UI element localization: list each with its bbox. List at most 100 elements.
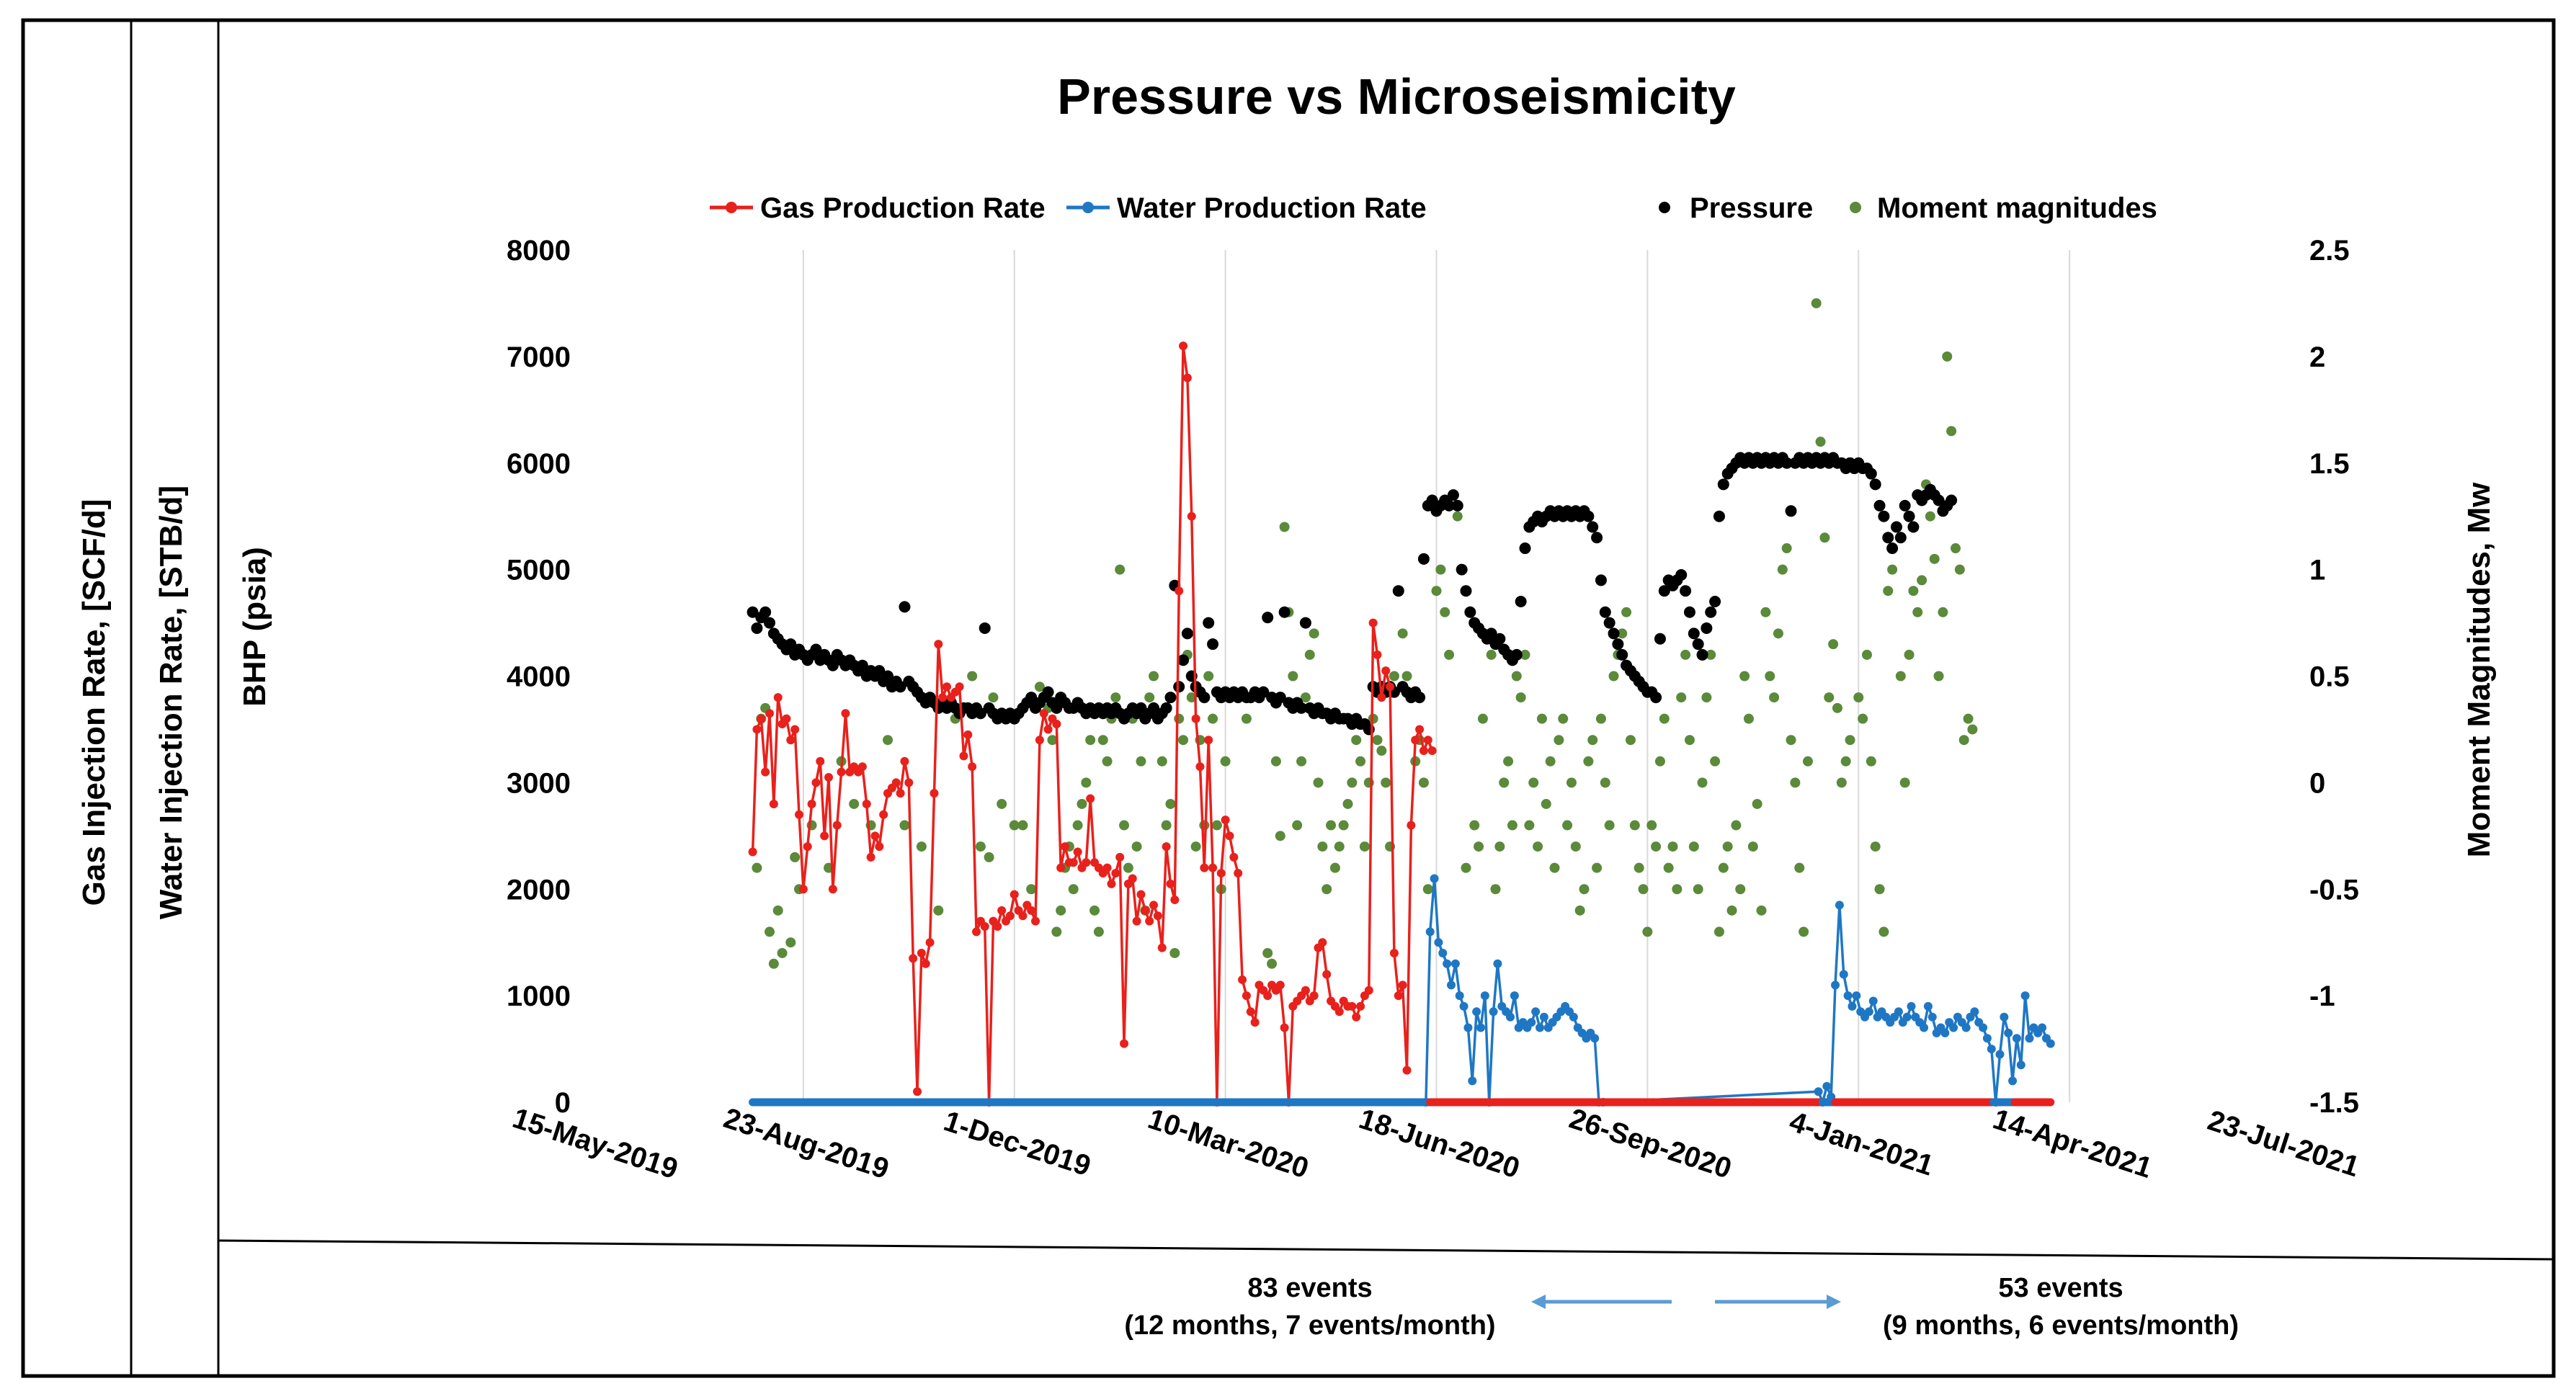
gas-rate-point bbox=[1031, 916, 1040, 926]
pressure-point bbox=[1392, 585, 1404, 597]
moment-point bbox=[1933, 671, 1944, 682]
moment-point bbox=[1317, 841, 1328, 852]
pressure-point bbox=[1595, 574, 1607, 586]
gas-rate-point bbox=[1107, 879, 1116, 888]
water-rate-point bbox=[1443, 959, 1452, 968]
moment-point bbox=[1638, 884, 1649, 895]
moment-point bbox=[1646, 820, 1657, 831]
water-rate-point bbox=[1907, 1001, 1916, 1011]
moment-point bbox=[1334, 841, 1345, 852]
gas-rate-point bbox=[1149, 901, 1159, 910]
gas-rate-point bbox=[1419, 746, 1428, 756]
moment-point bbox=[1697, 777, 1708, 788]
moment-point bbox=[1579, 884, 1590, 895]
pressure-point bbox=[1591, 532, 1603, 544]
moment-point bbox=[1904, 649, 1915, 660]
gas-rate-point bbox=[1191, 714, 1200, 723]
moment-point bbox=[1693, 884, 1703, 895]
gas-rate-point bbox=[1411, 736, 1420, 745]
legend-pressure: Pressure bbox=[1659, 192, 1813, 224]
pressure-point bbox=[826, 659, 839, 671]
legend-pressure-marker bbox=[1659, 202, 1670, 213]
moment-point bbox=[1452, 511, 1463, 522]
moment-point bbox=[1558, 713, 1569, 724]
moment-point bbox=[1929, 553, 1940, 564]
gas-rate-point bbox=[1352, 1012, 1361, 1022]
moment-point bbox=[1595, 713, 1606, 724]
gas-rate-point bbox=[1069, 858, 1078, 867]
pressure-point bbox=[1899, 499, 1911, 511]
gas-rate-point bbox=[1136, 890, 1146, 899]
water-rate-point bbox=[1536, 1023, 1545, 1032]
pressure-point bbox=[1612, 638, 1624, 651]
water-rate-point bbox=[1468, 1076, 1477, 1086]
gas-rate-point bbox=[1073, 847, 1082, 857]
pressure-point bbox=[1658, 585, 1670, 597]
moment-point bbox=[1895, 671, 1906, 682]
moment-point bbox=[899, 820, 910, 831]
legend-pressure-label: Pressure bbox=[1690, 192, 1813, 224]
moment-point bbox=[1574, 905, 1585, 916]
gas-rate-point bbox=[972, 927, 981, 937]
pressure-point bbox=[1456, 563, 1468, 576]
moment-point bbox=[1431, 586, 1442, 597]
moment-point bbox=[1494, 841, 1505, 852]
moment-point bbox=[1169, 947, 1180, 958]
gas-rate-point bbox=[1153, 911, 1162, 921]
pressure-point bbox=[1933, 494, 1945, 506]
gas-rate-point bbox=[841, 709, 850, 718]
water-rate-point bbox=[1459, 1001, 1469, 1011]
gas-rate-point bbox=[798, 885, 808, 894]
gas-rate-point bbox=[925, 938, 935, 947]
moment-point bbox=[1304, 649, 1315, 660]
left-tick-label: 6000 bbox=[507, 448, 571, 480]
right-tick-label: 0 bbox=[2309, 767, 2325, 799]
moment-point bbox=[988, 692, 999, 703]
water-rate-point bbox=[2016, 1060, 2025, 1070]
moment-point bbox=[772, 905, 783, 916]
moment-point bbox=[1389, 671, 1399, 682]
moment-point bbox=[1718, 862, 1729, 873]
moment-point bbox=[1009, 820, 1020, 831]
right-tick-label: 0.5 bbox=[2309, 661, 2350, 693]
moment-point bbox=[1520, 649, 1530, 660]
water-rate-point bbox=[2020, 991, 2030, 1001]
gas-rate-point bbox=[917, 948, 926, 957]
gas-rate-point bbox=[1381, 666, 1391, 676]
water-rate-point bbox=[1852, 991, 1861, 1001]
gas-rate-point bbox=[1204, 736, 1213, 745]
moment-point bbox=[1819, 532, 1830, 543]
gas-rate-point bbox=[1318, 938, 1327, 947]
moment-point bbox=[1068, 884, 1079, 895]
moment-point bbox=[1444, 649, 1455, 660]
gas-rate-point bbox=[1234, 869, 1243, 878]
water-rate-point bbox=[1476, 1023, 1486, 1032]
water-rate-point bbox=[2012, 1034, 2021, 1043]
moment-point bbox=[1963, 713, 1974, 724]
pressure-point bbox=[1042, 686, 1054, 698]
moment-point bbox=[1651, 841, 1662, 852]
moment-point bbox=[785, 937, 796, 948]
pressure-point bbox=[1683, 606, 1695, 618]
water-rate-point bbox=[1510, 991, 1519, 1001]
gas-rate-point bbox=[875, 842, 884, 852]
gas-rate-point bbox=[1427, 746, 1437, 756]
moment-point bbox=[1077, 798, 1087, 809]
moment-point bbox=[1663, 862, 1674, 873]
water-rate-point bbox=[1961, 1023, 1971, 1032]
water-rate-point bbox=[1447, 980, 1456, 990]
gas-rate-point bbox=[1242, 991, 1251, 1001]
gas-rate-point bbox=[1005, 911, 1015, 921]
gas-rate-point bbox=[765, 709, 775, 718]
pressure-point bbox=[1599, 606, 1611, 618]
bhp-axis-title: BHP (psia) bbox=[237, 547, 272, 707]
moment-point bbox=[1418, 777, 1429, 788]
water-rate-point bbox=[1843, 991, 1853, 1001]
gas-rate-point bbox=[811, 778, 821, 787]
gas-production-series bbox=[748, 341, 1437, 1107]
moment-point bbox=[1634, 862, 1644, 873]
moment-point bbox=[1288, 671, 1298, 682]
legend-moment-label: Moment magnitudes bbox=[1877, 192, 2157, 224]
water-rate-point bbox=[2025, 1034, 2034, 1043]
gas-rate-point bbox=[1386, 682, 1395, 692]
